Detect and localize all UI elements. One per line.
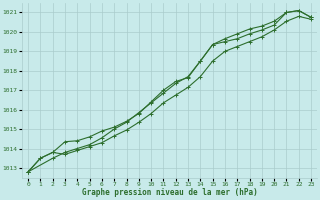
X-axis label: Graphe pression niveau de la mer (hPa): Graphe pression niveau de la mer (hPa) bbox=[82, 188, 258, 197]
